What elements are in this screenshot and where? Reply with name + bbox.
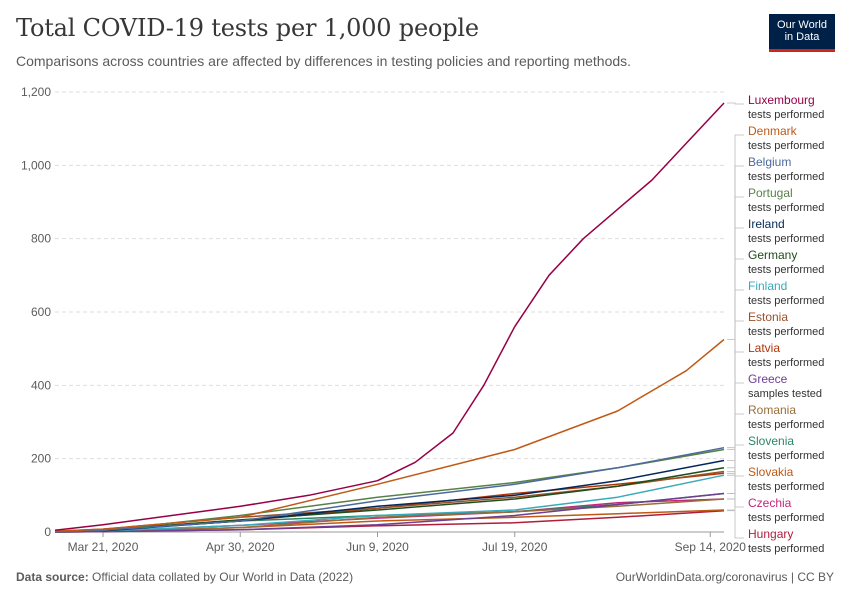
legend-sublabel: tests performed bbox=[748, 140, 824, 152]
legend-label: Belgium bbox=[748, 155, 791, 169]
series-line-denmark bbox=[54, 338, 725, 533]
legend-label: Luxembourg bbox=[748, 93, 815, 107]
y-tick-label: 400 bbox=[31, 378, 51, 392]
legend-connector bbox=[727, 196, 744, 450]
legend-label: Denmark bbox=[748, 124, 798, 138]
legend-sublabel: tests performed bbox=[748, 450, 824, 462]
series-line-luxembourg bbox=[54, 102, 725, 531]
legend-connector bbox=[727, 475, 744, 511]
data-source-text: Official data collated by Our World in D… bbox=[92, 570, 354, 584]
x-tick-label: Sep 14, 2020 bbox=[675, 540, 747, 554]
x-tick-label: Apr 30, 2020 bbox=[206, 540, 275, 554]
legend-label: Czechia bbox=[748, 496, 792, 510]
legend-label: Hungary bbox=[748, 527, 793, 541]
owid-logo[interactable]: Our World in Data bbox=[769, 14, 835, 52]
legend-sublabel: tests performed bbox=[748, 543, 824, 555]
series-line-portugal bbox=[54, 448, 725, 533]
legend-sublabel: tests performed bbox=[748, 202, 824, 214]
legend-sublabel: tests performed bbox=[748, 109, 824, 121]
legend-label: Ireland bbox=[748, 217, 785, 231]
legend-label: Portugal bbox=[748, 186, 793, 200]
legend-sublabel: tests performed bbox=[748, 233, 824, 245]
y-tick-label: 1,000 bbox=[21, 158, 51, 172]
legend-label: Romania bbox=[748, 403, 796, 417]
legend-connector bbox=[727, 498, 744, 508]
x-tick-label: Mar 21, 2020 bbox=[68, 540, 139, 554]
legend-label: Germany bbox=[748, 248, 797, 262]
data-source: Data source: Official data collated by O… bbox=[16, 570, 353, 584]
series-line-estonia bbox=[54, 470, 725, 533]
x-tick-label: Jun 9, 2020 bbox=[346, 540, 409, 554]
legend-connector bbox=[727, 351, 744, 474]
series-line-belgium bbox=[54, 446, 725, 533]
legend-sublabel: tests performed bbox=[748, 264, 824, 276]
legend-connector bbox=[727, 382, 744, 494]
legend-connector bbox=[727, 510, 744, 539]
legend-connector bbox=[727, 444, 744, 494]
logo-line-2: in Data bbox=[784, 31, 820, 43]
legend-connector bbox=[727, 413, 744, 500]
legend-connector bbox=[727, 102, 744, 105]
y-tick-label: 1,200 bbox=[21, 85, 51, 99]
chart-subtitle: Comparisons across countries are affecte… bbox=[16, 53, 632, 69]
legend-label: Finland bbox=[748, 279, 787, 293]
y-tick-label: 0 bbox=[44, 525, 51, 539]
legend-sublabel: tests performed bbox=[748, 512, 824, 524]
data-source-label: Data source: bbox=[16, 570, 89, 584]
legend-label: Greece bbox=[748, 372, 788, 386]
legend-sublabel: tests performed bbox=[748, 357, 824, 369]
legend-connector bbox=[727, 227, 744, 461]
legend-label: Slovakia bbox=[748, 465, 794, 479]
legend-sublabel: tests performed bbox=[748, 326, 824, 338]
y-tick-label: 200 bbox=[31, 452, 51, 466]
legend-sublabel: samples tested bbox=[748, 388, 822, 400]
legend-connector bbox=[727, 320, 744, 472]
footer-link[interactable]: OurWorldinData.org/coronavirus | CC BY bbox=[615, 570, 834, 584]
legend-sublabel: tests performed bbox=[748, 419, 824, 431]
y-tick-label: 600 bbox=[31, 305, 51, 319]
y-tick-label: 800 bbox=[31, 232, 51, 246]
legend-label: Latvia bbox=[748, 341, 780, 355]
legend-sublabel: tests performed bbox=[748, 481, 824, 493]
legend-label: Slovenia bbox=[748, 434, 794, 448]
logo-line-1: Our World bbox=[777, 19, 827, 31]
chart-title: Total COVID-19 tests per 1,000 people bbox=[16, 14, 479, 42]
x-tick-label: Jul 19, 2020 bbox=[482, 540, 548, 554]
legend-sublabel: tests performed bbox=[748, 171, 824, 183]
legend-connector bbox=[727, 165, 744, 449]
legend-sublabel: tests performed bbox=[748, 295, 824, 307]
legend-label: Estonia bbox=[748, 310, 788, 324]
